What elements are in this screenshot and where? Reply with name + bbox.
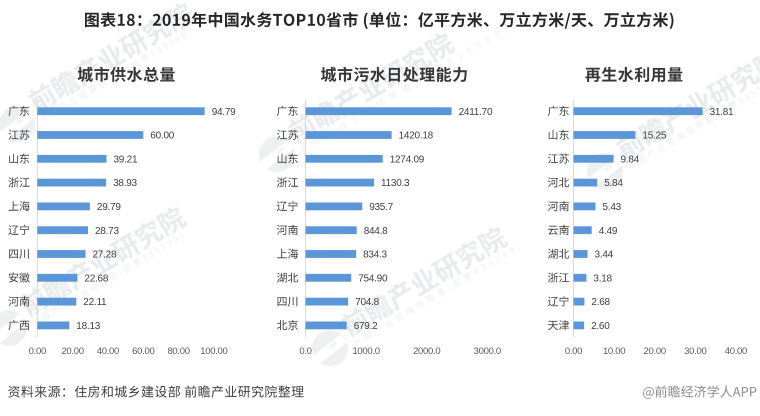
svg-text:60.00: 60.00 — [150, 131, 174, 142]
svg-text:2411.70: 2411.70 — [459, 107, 493, 118]
svg-text:679.2: 679.2 — [354, 321, 378, 332]
svg-text:38.93: 38.93 — [113, 178, 137, 189]
svg-text:2.68: 2.68 — [591, 297, 610, 308]
svg-text:1000.0: 1000.0 — [352, 346, 379, 357]
svg-text:1274.09: 1274.09 — [390, 154, 425, 165]
svg-text:834.3: 834.3 — [363, 250, 387, 261]
svg-text:100.00: 100.00 — [200, 346, 227, 357]
svg-text:1420.18: 1420.18 — [399, 131, 434, 142]
svg-text:704.8: 704.8 — [355, 297, 379, 308]
svg-text:754.90: 754.90 — [358, 273, 388, 284]
svg-text:28.73: 28.73 — [95, 226, 119, 237]
svg-text:1130.3: 1130.3 — [381, 178, 410, 189]
svg-text:22.68: 22.68 — [84, 273, 108, 284]
svg-text:39.21: 39.21 — [114, 154, 138, 165]
svg-text:0.00: 0.00 — [29, 346, 46, 357]
svg-text:5.43: 5.43 — [603, 202, 622, 213]
svg-text:80.00: 80.00 — [167, 346, 189, 357]
svg-text:2.60: 2.60 — [591, 321, 610, 332]
svg-text:3.18: 3.18 — [593, 273, 612, 284]
svg-text:40.00: 40.00 — [97, 346, 119, 357]
svg-text:20.00: 20.00 — [644, 346, 666, 357]
svg-text:844.8: 844.8 — [364, 226, 388, 237]
svg-text:3000.0: 3000.0 — [474, 346, 501, 357]
svg-text:27.28: 27.28 — [93, 250, 117, 261]
svg-text:22.11: 22.11 — [83, 297, 107, 308]
svg-text:4.49: 4.49 — [599, 226, 618, 237]
svg-text:9.84: 9.84 — [621, 154, 640, 165]
svg-text:60.00: 60.00 — [132, 346, 154, 357]
svg-text:5.84: 5.84 — [604, 178, 623, 189]
svg-text:29.79: 29.79 — [97, 202, 121, 213]
svg-text:40.00: 40.00 — [725, 346, 747, 357]
svg-text:0.0: 0.0 — [299, 346, 311, 357]
svg-text:20.00: 20.00 — [61, 346, 83, 357]
svg-text:18.13: 18.13 — [76, 321, 100, 332]
svg-text:2000.0: 2000.0 — [413, 346, 440, 357]
svg-text:31.81: 31.81 — [710, 107, 734, 118]
svg-text:935.7: 935.7 — [369, 202, 393, 213]
svg-text:15.25: 15.25 — [642, 131, 666, 142]
svg-text:94.79: 94.79 — [212, 107, 236, 118]
svg-text:0.00: 0.00 — [565, 346, 582, 357]
svg-text:10.00: 10.00 — [603, 346, 625, 357]
svg-text:30.00: 30.00 — [684, 346, 706, 357]
svg-text:3.44: 3.44 — [595, 250, 614, 261]
